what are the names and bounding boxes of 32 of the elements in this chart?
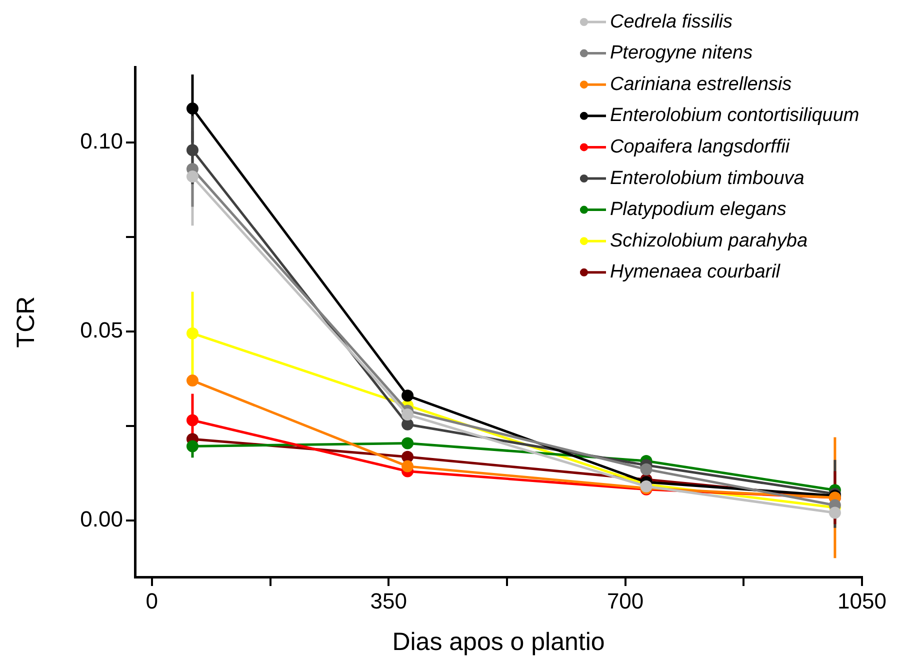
point <box>186 102 198 115</box>
point <box>402 460 414 472</box>
point <box>186 170 198 183</box>
legend-label: Schizolobium parahyba <box>610 230 808 252</box>
point <box>186 414 198 426</box>
legend-label: Cariniana estrellensis <box>610 74 792 95</box>
x-tick-label: 350 <box>370 588 407 614</box>
x-tick-label: 700 <box>606 588 644 614</box>
x-tick-label: 1050 <box>838 588 886 614</box>
y-tick-label: 0.05 <box>80 318 123 343</box>
point <box>186 144 198 156</box>
point <box>402 408 414 421</box>
point <box>402 418 414 430</box>
point <box>186 374 198 387</box>
y-tick-label: 0.10 <box>80 128 123 154</box>
legend-label: Hymenaea courbaril <box>610 262 781 283</box>
point <box>402 390 414 402</box>
legend-label: Copaifera langsdorffii <box>610 136 790 158</box>
point <box>402 437 414 450</box>
x-tick-label: 0 <box>146 588 158 614</box>
point <box>186 440 198 452</box>
point <box>828 506 841 519</box>
legend-label: Enterolobium timbouva <box>610 168 804 189</box>
legend-label: Pterogyne nitens <box>610 42 754 64</box>
point <box>640 463 652 476</box>
point <box>186 327 198 340</box>
legend-label: Enterolobium contortisiliquum <box>610 105 860 126</box>
x-axis-title: Dias apos o plantio <box>392 628 605 656</box>
legend-label: Platypodium elegans <box>610 199 787 220</box>
y-tick-label: 0.00 <box>80 506 123 532</box>
y-axis-title: TCR <box>12 296 40 348</box>
legend-label: Cedrela fissilis <box>610 11 733 32</box>
